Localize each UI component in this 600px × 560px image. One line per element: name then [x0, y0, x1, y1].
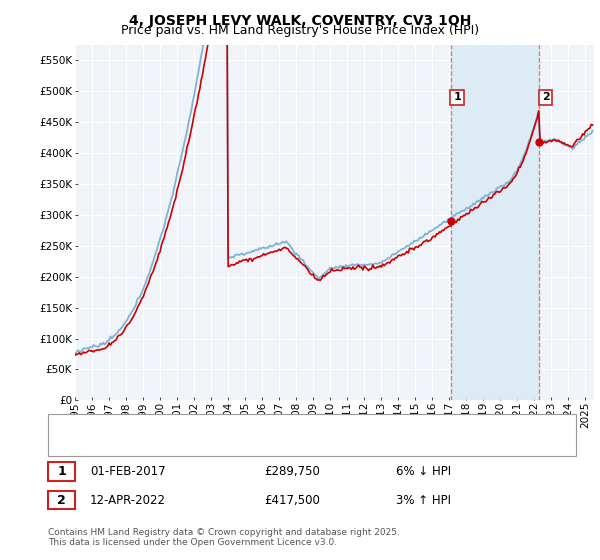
Text: £417,500: £417,500	[264, 493, 320, 507]
Text: Contains HM Land Registry data © Crown copyright and database right 2025.
This d: Contains HM Land Registry data © Crown c…	[48, 528, 400, 547]
Text: 6% ↓ HPI: 6% ↓ HPI	[396, 465, 451, 478]
Text: 4, JOSEPH LEVY WALK, COVENTRY, CV3 1QH (detached house): 4, JOSEPH LEVY WALK, COVENTRY, CV3 1QH (…	[93, 421, 440, 431]
Text: 12-APR-2022: 12-APR-2022	[90, 493, 166, 507]
Text: £289,750: £289,750	[264, 465, 320, 478]
Text: 3% ↑ HPI: 3% ↑ HPI	[396, 493, 451, 507]
Text: 2: 2	[57, 493, 66, 507]
Text: Price paid vs. HM Land Registry's House Price Index (HPI): Price paid vs. HM Land Registry's House …	[121, 24, 479, 36]
Text: 1: 1	[453, 92, 461, 102]
Text: 4, JOSEPH LEVY WALK, COVENTRY, CV3 1QH: 4, JOSEPH LEVY WALK, COVENTRY, CV3 1QH	[129, 14, 471, 28]
Text: HPI: Average price, detached house, Coventry: HPI: Average price, detached house, Cove…	[93, 441, 350, 451]
Bar	[451, 45, 539, 400]
Text: 2: 2	[542, 92, 550, 102]
Text: 1: 1	[57, 465, 66, 478]
Text: 01-FEB-2017: 01-FEB-2017	[90, 465, 166, 478]
